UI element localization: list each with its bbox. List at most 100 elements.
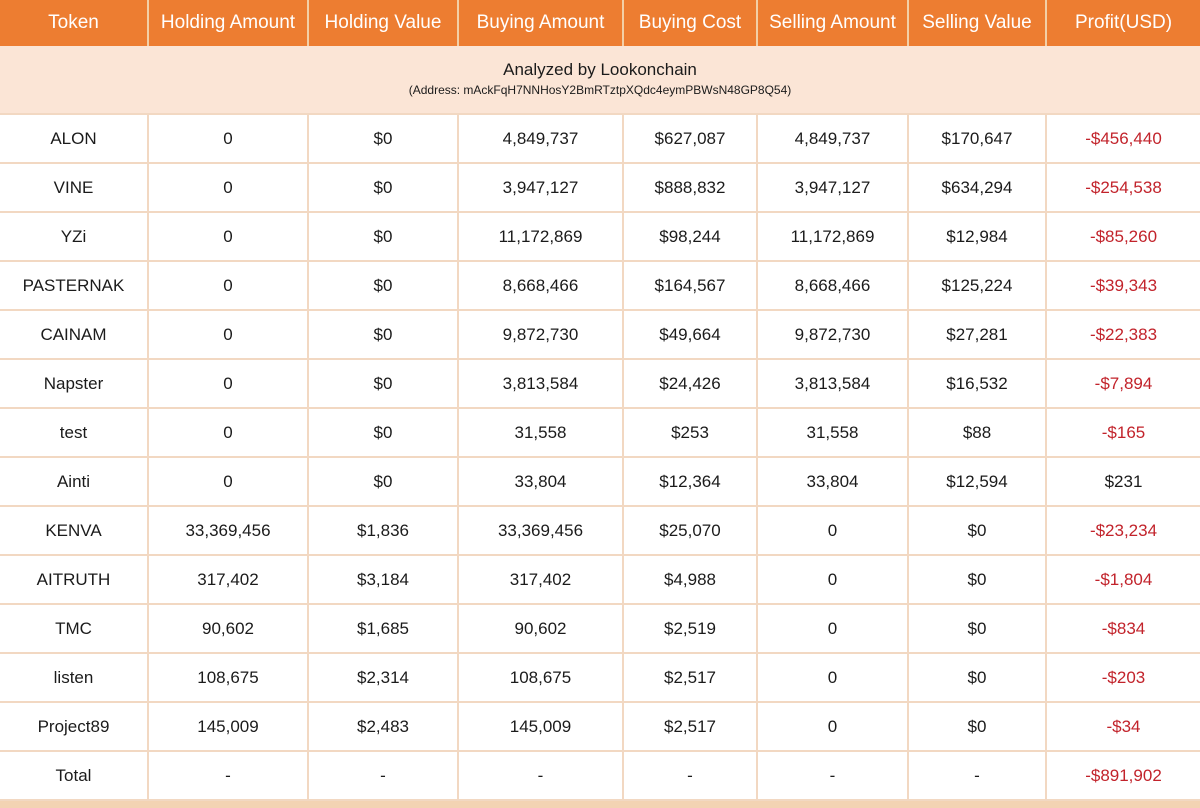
profit-cell: -$165 [1045, 407, 1200, 458]
profit-cell: -$34 [1045, 701, 1200, 752]
holding-value-cell: $0 [307, 114, 459, 164]
holding-value-cell: $0 [307, 309, 459, 360]
token-cell: test [0, 407, 149, 458]
token-cell: Ainti [0, 456, 149, 507]
col-header-buying-amount: Buying Amount [457, 0, 623, 46]
table-row: test 0 $0 31,558 $253 31,558 $88 -$165 [0, 407, 1200, 458]
table-row: AITRUTH 317,402 $3,184 317,402 $4,988 0 … [0, 554, 1200, 605]
selling-value-cell: $0 [907, 554, 1047, 605]
selling-amount-cell: 3,947,127 [756, 162, 909, 213]
profit-cell: -$456,440 [1045, 114, 1200, 164]
table-row: Napster 0 $0 3,813,584 $24,426 3,813,584… [0, 358, 1200, 409]
holding-amount-cell: 145,009 [147, 701, 309, 752]
profit-cell: $231 [1045, 456, 1200, 507]
table-row: CAINAM 0 $0 9,872,730 $49,664 9,872,730 … [0, 309, 1200, 360]
table-row: Ainti 0 $0 33,804 $12,364 33,804 $12,594… [0, 456, 1200, 507]
profit-cell: -$23,234 [1045, 505, 1200, 556]
holding-amount-cell: 317,402 [147, 554, 309, 605]
buying-amount-cell: 11,172,869 [457, 211, 624, 262]
buying-amount-cell: 3,947,127 [457, 162, 624, 213]
selling-value-cell: $170,647 [907, 114, 1047, 164]
token-cell: Total [0, 750, 149, 801]
token-cell: Project89 [0, 701, 149, 752]
selling-value-cell: $0 [907, 505, 1047, 556]
selling-value-cell: $125,224 [907, 260, 1047, 311]
selling-amount-cell: 8,668,466 [756, 260, 909, 311]
holding-amount-cell: 0 [147, 211, 309, 262]
selling-amount-cell: 9,872,730 [756, 309, 909, 360]
buying-cost-cell: $25,070 [622, 505, 758, 556]
holding-amount-cell: 90,602 [147, 603, 309, 654]
buying-cost-cell: $253 [622, 407, 758, 458]
holding-value-cell: $2,483 [307, 701, 459, 752]
buying-cost-cell: $49,664 [622, 309, 758, 360]
buying-cost-cell: $164,567 [622, 260, 758, 311]
buying-amount-cell: 31,558 [457, 407, 624, 458]
holding-amount-cell: 0 [147, 407, 309, 458]
profit-cell: -$203 [1045, 652, 1200, 703]
holding-amount-cell: 0 [147, 309, 309, 360]
profit-cell: -$834 [1045, 603, 1200, 654]
selling-amount-cell: 11,172,869 [756, 211, 909, 262]
profit-cell: -$7,894 [1045, 358, 1200, 409]
holding-value-cell: $0 [307, 260, 459, 311]
buying-cost-cell: $888,832 [622, 162, 758, 213]
selling-amount-cell: 31,558 [756, 407, 909, 458]
buying-cost-cell: $2,517 [622, 701, 758, 752]
holding-value-cell: $0 [307, 358, 459, 409]
token-cell: TMC [0, 603, 149, 654]
selling-value-cell: $88 [907, 407, 1047, 458]
profit-cell: -$1,804 [1045, 554, 1200, 605]
holding-value-cell: $0 [307, 407, 459, 458]
table-row: KENVA 33,369,456 $1,836 33,369,456 $25,0… [0, 505, 1200, 556]
token-cell: Napster [0, 358, 149, 409]
buying-cost-cell: $12,364 [622, 456, 758, 507]
table-header-row: Token Holding Amount Holding Value Buyin… [0, 0, 1200, 46]
selling-amount-cell: 3,813,584 [756, 358, 909, 409]
holding-amount-cell: 0 [147, 456, 309, 507]
token-cell: VINE [0, 162, 149, 213]
holding-amount-cell: 33,369,456 [147, 505, 309, 556]
selling-amount-cell: 33,804 [756, 456, 909, 507]
selling-value-cell: $27,281 [907, 309, 1047, 360]
wallet-address: (Address: mAckFqH7NNHosY2BmRTztpXQdc4eym… [408, 83, 792, 98]
table-row: listen 108,675 $2,314 108,675 $2,517 0 $… [0, 652, 1200, 703]
table-row: VINE 0 $0 3,947,127 $888,832 3,947,127 $… [0, 162, 1200, 213]
table-row: TMC 90,602 $1,685 90,602 $2,519 0 $0 -$8… [0, 603, 1200, 654]
selling-value-cell: $16,532 [907, 358, 1047, 409]
total-row: Total - - - - - - -$891,902 [0, 750, 1200, 801]
selling-amount-cell: 0 [756, 652, 909, 703]
holding-amount-cell: 0 [147, 260, 309, 311]
selling-amount-cell: 0 [756, 554, 909, 605]
buying-amount-cell: 145,009 [457, 701, 624, 752]
bottom-strip [0, 801, 1200, 808]
holding-value-cell: $3,184 [307, 554, 459, 605]
buying-cost-cell: - [622, 750, 758, 801]
table-row: YZi 0 $0 11,172,869 $98,244 11,172,869 $… [0, 211, 1200, 262]
profit-cell: -$22,383 [1045, 309, 1200, 360]
token-cell: listen [0, 652, 149, 703]
buying-amount-cell: 33,369,456 [457, 505, 624, 556]
holding-amount-cell: 0 [147, 114, 309, 164]
buying-amount-cell: 317,402 [457, 554, 624, 605]
selling-value-cell: $634,294 [907, 162, 1047, 213]
profit-cell: -$891,902 [1045, 750, 1200, 801]
table-row: PASTERNAK 0 $0 8,668,466 $164,567 8,668,… [0, 260, 1200, 311]
buying-amount-cell: 90,602 [457, 603, 624, 654]
holding-amount-cell: - [147, 750, 309, 801]
token-cell: YZi [0, 211, 149, 262]
buying-cost-cell: $98,244 [622, 211, 758, 262]
holding-amount-cell: 0 [147, 162, 309, 213]
token-cell: PASTERNAK [0, 260, 149, 311]
selling-amount-cell: 0 [756, 603, 909, 654]
holding-value-cell: $0 [307, 162, 459, 213]
buying-cost-cell: $627,087 [622, 114, 758, 164]
holding-amount-cell: 108,675 [147, 652, 309, 703]
col-header-holding-value: Holding Value [307, 0, 458, 46]
holding-amount-cell: 0 [147, 358, 309, 409]
holding-value-cell: $2,314 [307, 652, 459, 703]
buying-amount-cell: 8,668,466 [457, 260, 624, 311]
banner-title: Analyzed by Lookonchain [503, 60, 697, 80]
holding-value-cell: $1,685 [307, 603, 459, 654]
